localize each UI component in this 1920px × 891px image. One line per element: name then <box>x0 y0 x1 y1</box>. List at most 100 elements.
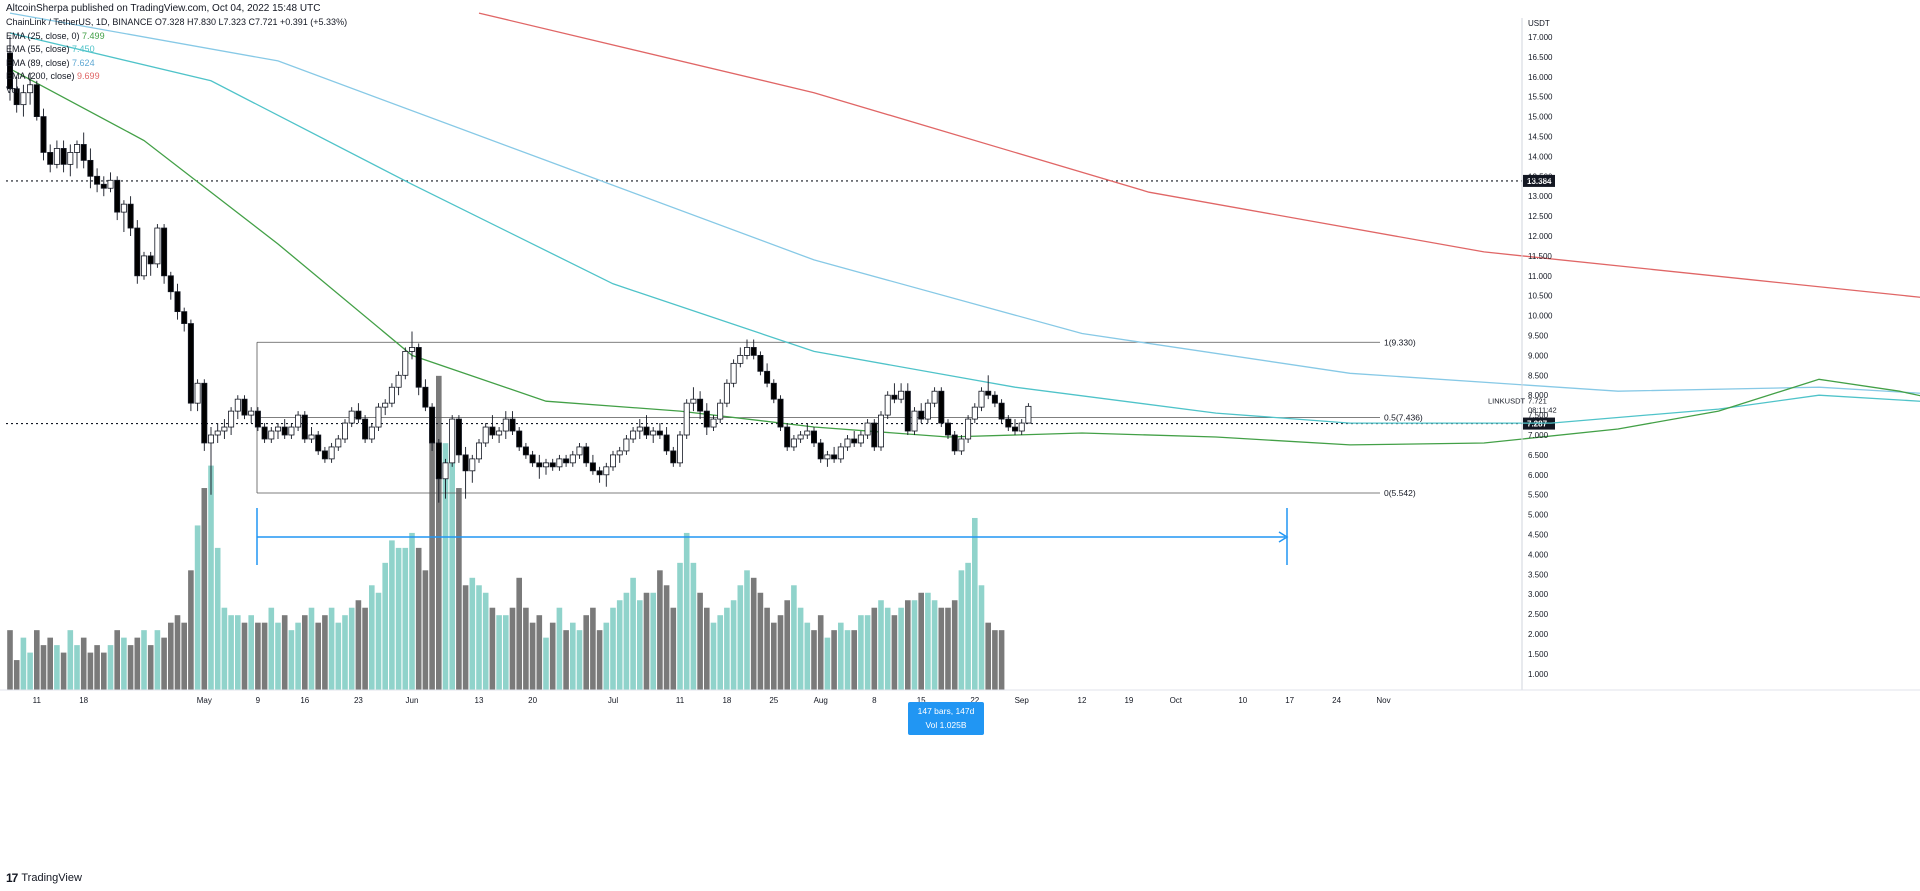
candle-body <box>308 434 315 440</box>
candle-body <box>449 418 456 464</box>
volume-bar <box>516 577 522 690</box>
candle-body <box>978 390 985 408</box>
measure-tool[interactable] <box>256 508 1289 565</box>
candle-body <box>911 410 918 432</box>
candle-body <box>857 434 864 444</box>
level-high-price-label: 13.384 <box>1527 177 1552 186</box>
volume-bar <box>268 607 275 690</box>
candle-body <box>348 410 355 424</box>
publisher-line: AltcoinSherpa published on TradingView.c… <box>6 3 321 14</box>
volume-bar <box>871 607 878 690</box>
price-tick-label: 4.500 <box>1528 531 1549 540</box>
legend-ema89[interactable]: EMA (89, close) 7.624 <box>6 57 347 71</box>
volume-bar <box>295 622 301 690</box>
candle-body <box>107 179 114 189</box>
candle-body <box>951 434 958 452</box>
candle-body <box>851 438 858 444</box>
candle-body <box>636 426 643 432</box>
candle-body <box>248 410 255 416</box>
candle-body <box>174 291 181 313</box>
volume-bar <box>302 615 308 690</box>
price-tick-label: 1.000 <box>1528 670 1549 679</box>
symbol-tag-name: LINKUSDT <box>1488 396 1526 405</box>
candle-body <box>750 347 757 356</box>
time-tick-label: 11 <box>676 696 685 705</box>
price-tick-label: 5.500 <box>1528 491 1549 500</box>
footer-brand[interactable]: 17 TradingView <box>6 871 82 885</box>
candle-body <box>301 414 308 440</box>
volume-bar <box>308 607 315 690</box>
volume-bar <box>898 607 904 690</box>
price-tick-label: 8.000 <box>1528 391 1549 400</box>
volume-bar <box>214 547 221 690</box>
candle-body <box>878 414 885 448</box>
candle-body <box>998 402 1005 420</box>
volume-bar <box>556 607 563 690</box>
volume-bar <box>610 607 616 690</box>
volume-bar <box>94 645 100 690</box>
volume-bar <box>20 637 27 690</box>
price-tick-label: 9.500 <box>1528 332 1549 341</box>
candle-body <box>221 426 228 432</box>
volume-bar <box>67 630 74 690</box>
candle-body <box>650 430 657 436</box>
candle-body <box>67 152 74 165</box>
volume-bar <box>683 532 690 690</box>
candle-body <box>924 402 931 420</box>
price-tick-label: 7.500 <box>1528 411 1549 420</box>
candle-body <box>817 442 824 460</box>
price-tick-label: 3.500 <box>1528 570 1549 579</box>
legend-ema55[interactable]: EMA (55, close) 7.450 <box>6 43 347 57</box>
volume-bar <box>241 622 248 690</box>
volume-bar <box>147 645 154 690</box>
volume-bar <box>536 615 543 690</box>
candle-body <box>395 374 402 388</box>
candle-body <box>214 430 221 436</box>
candle-body <box>228 410 235 428</box>
volume-bar <box>784 600 790 690</box>
volume-bar <box>744 570 750 690</box>
price-tick-label: 15.000 <box>1528 113 1553 122</box>
volume-bar <box>389 540 395 690</box>
volume-bar <box>549 622 556 690</box>
candle-body <box>784 426 791 448</box>
candle-body <box>127 203 134 229</box>
volume-bar <box>208 465 214 690</box>
candle-body <box>60 148 67 165</box>
volume-bar <box>992 630 998 690</box>
volume-bar <box>355 600 362 690</box>
candle-body <box>556 458 563 468</box>
measure-info-box[interactable]: 147 bars, 147d Vol 1.025B <box>908 702 984 735</box>
volume-bar <box>482 592 489 690</box>
volume-bar <box>717 615 723 690</box>
candle-body <box>321 450 328 460</box>
candle-body <box>811 430 818 444</box>
volume-bar <box>750 577 757 690</box>
indicator-legend: ChainLink / TetherUS, 1D, BINANCE O7.328… <box>6 16 347 97</box>
volume-bar <box>697 592 703 690</box>
time-tick-label: Sep <box>1015 696 1030 705</box>
time-tick-label: 18 <box>79 696 88 705</box>
candle-body <box>656 430 663 436</box>
legend-ema200[interactable]: EMA (200, close) 9.699 <box>6 70 347 84</box>
volume-bar <box>503 615 509 690</box>
candle-body <box>576 446 583 456</box>
volume-bar <box>87 652 94 690</box>
volume-bar <box>576 630 583 690</box>
legend-ema89-label: EMA (89, close) <box>6 57 70 68</box>
price-tick-label: 15.500 <box>1528 93 1553 102</box>
legend-ema25[interactable]: EMA (25, close, 0) 7.499 <box>6 30 347 44</box>
volume-bar <box>322 615 328 690</box>
candle-body <box>281 426 288 436</box>
candle-body <box>777 398 784 428</box>
candle-body <box>770 382 777 400</box>
time-tick-label: 22 <box>970 696 979 705</box>
candle-body <box>295 414 302 428</box>
volume-bar <box>523 607 529 690</box>
volume-bar <box>141 630 147 690</box>
volume-bar <box>650 592 656 690</box>
volume-bar <box>858 615 864 690</box>
legend-volume[interactable]: Vol <box>6 84 347 98</box>
candle-body <box>388 386 395 404</box>
